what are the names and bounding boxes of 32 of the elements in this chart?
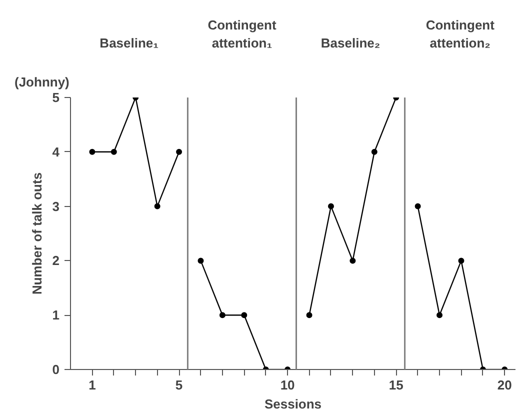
point [241, 312, 248, 318]
x-tick-label: 20 [497, 378, 512, 392]
x-axis-title: Sessions [264, 396, 322, 412]
y-tick-label: 3 [52, 198, 60, 214]
point [306, 312, 312, 318]
y-tick-label: 0 [52, 362, 60, 377]
y-tick-label: 2 [52, 253, 60, 268]
x-tick-label: 1 [88, 378, 96, 392]
y-tick-label: 4 [52, 144, 60, 160]
point [154, 203, 160, 210]
y-tick-label: 1 [52, 308, 60, 323]
x-tick-label: 15 [388, 378, 404, 392]
text: Contingent attention₁ [208, 18, 277, 50]
point [350, 258, 356, 264]
text: Contingent attention₂ [426, 18, 496, 50]
y-tick-label: 5 [52, 90, 60, 105]
x-tick-label: 10 [280, 378, 295, 392]
point [328, 203, 334, 210]
x-tick-label: 5 [175, 378, 183, 392]
point [219, 312, 226, 318]
point [110, 148, 117, 155]
y-axis-title: Number of talk outs [29, 172, 44, 295]
text: Baseline₂ [320, 36, 380, 50]
text: Baseline₁ [100, 36, 159, 50]
point [414, 203, 421, 210]
point [371, 148, 378, 155]
text: (Johnny) [14, 74, 70, 90]
point [89, 148, 96, 155]
point [198, 258, 204, 264]
point [436, 312, 443, 318]
point [176, 148, 182, 155]
point [458, 258, 464, 264]
